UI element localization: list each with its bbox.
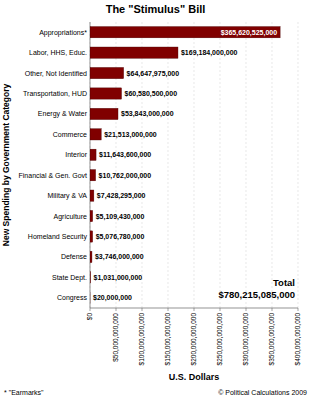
category-label: Military & VA bbox=[47, 192, 87, 200]
tick-mark bbox=[168, 308, 169, 311]
grid-line bbox=[90, 22, 91, 308]
chart: The "Stimulus" Bill $0 $50,000,000,000 $100… bbox=[0, 0, 311, 400]
grid-line bbox=[246, 22, 247, 308]
data-label: $60,580,500,000 bbox=[125, 90, 178, 98]
category-label: Congress bbox=[57, 294, 87, 302]
bar bbox=[90, 47, 178, 58]
bar bbox=[90, 292, 91, 303]
bar bbox=[90, 108, 118, 119]
grid-line bbox=[168, 22, 169, 308]
bar bbox=[90, 210, 93, 221]
category-label: Energy & Water bbox=[38, 110, 88, 118]
tick-label: $300,000,000,000 bbox=[242, 313, 249, 366]
tick-mark bbox=[194, 308, 195, 311]
bar bbox=[90, 231, 93, 242]
tick-mark bbox=[142, 308, 143, 311]
tick-label: $150,000,000,000 bbox=[164, 313, 171, 366]
title: The "Stimulus" Bill bbox=[106, 3, 206, 15]
grid-line bbox=[272, 22, 273, 308]
data-label: $64,647,975,000 bbox=[127, 70, 180, 78]
annotation: Total bbox=[273, 277, 295, 288]
grid-line bbox=[116, 22, 117, 308]
bar bbox=[90, 190, 94, 201]
x-axis-line bbox=[90, 308, 298, 309]
category-label: Transportation, HUD bbox=[23, 90, 87, 98]
footnote: * "Earmarks" bbox=[4, 389, 44, 396]
category-label: Defense bbox=[61, 253, 87, 260]
bar bbox=[90, 27, 280, 38]
tick-mark bbox=[90, 308, 91, 311]
tick-label: $400,000,000,000 bbox=[294, 313, 301, 366]
category-label: Financial & Gen. Govt bbox=[19, 172, 88, 179]
x-axis: $0 $50,000,000,000 $100,000,000,000 $150,00… bbox=[86, 22, 301, 365]
grid-line bbox=[142, 22, 143, 308]
bar bbox=[90, 67, 124, 78]
tick-mark bbox=[246, 308, 247, 311]
grid-line bbox=[220, 22, 221, 308]
grid-line bbox=[298, 22, 299, 308]
bar bbox=[90, 129, 101, 140]
data-label: $7,428,295,000 bbox=[97, 192, 146, 200]
data-label: $5,076,780,000 bbox=[96, 233, 145, 241]
bar bbox=[90, 149, 96, 160]
bar bbox=[90, 170, 96, 181]
category-label: Commerce bbox=[53, 131, 87, 138]
annotation: $780,215,085,000 bbox=[218, 289, 295, 300]
tick-mark bbox=[298, 308, 299, 311]
data-label: $365,620,525,000 bbox=[221, 29, 278, 37]
data-label: $11,643,600,000 bbox=[99, 151, 151, 159]
bar bbox=[90, 88, 122, 99]
data-label: $20,000,000 bbox=[93, 294, 132, 302]
category-label: Interior bbox=[65, 151, 87, 158]
grid-line bbox=[194, 22, 195, 308]
category-label: Agriculture bbox=[54, 213, 88, 221]
tick-label: $100,000,000,000 bbox=[138, 313, 145, 366]
y-axis-label: New Spending by Government Category bbox=[1, 83, 11, 246]
category-label: Homeland Security bbox=[28, 233, 88, 241]
bar bbox=[90, 251, 92, 262]
tick-label: $0 bbox=[86, 313, 93, 321]
data-label: $10,762,000,000 bbox=[99, 172, 152, 180]
bar bbox=[90, 272, 91, 283]
category-label: State Dept. bbox=[52, 274, 87, 282]
data-label: $21,513,000,000 bbox=[104, 131, 157, 139]
data-label: $3,746,000,000 bbox=[95, 253, 144, 261]
x-axis-label: U.S. Dollars bbox=[169, 372, 220, 382]
tick-mark bbox=[220, 308, 221, 311]
tick-label: $250,000,000,000 bbox=[216, 313, 223, 366]
tick-label: $50,000,000,000 bbox=[112, 313, 119, 362]
data-label: $169,184,000,000 bbox=[181, 49, 238, 57]
category-label: Labor, HHS, Educ. bbox=[29, 49, 87, 56]
tick-label: $200,000,000,000 bbox=[190, 313, 197, 366]
source: © Political Calculations 2009 bbox=[218, 389, 307, 396]
bars bbox=[90, 27, 280, 304]
labels: Appropriations* $365,620,525,000 Labor, HH… bbox=[19, 29, 278, 303]
category-label: Appropriations* bbox=[39, 29, 87, 37]
tick-mark bbox=[272, 308, 273, 311]
data-label: $1,031,000,000 bbox=[94, 274, 143, 282]
data-label: $53,843,000,000 bbox=[121, 110, 174, 118]
y-axis-line bbox=[90, 22, 91, 308]
data-label: $5,109,430,000 bbox=[96, 213, 145, 221]
category-label: Other, Not Identified bbox=[25, 70, 87, 77]
tick-mark bbox=[116, 308, 117, 311]
tick-label: $350,000,000,000 bbox=[268, 313, 275, 366]
